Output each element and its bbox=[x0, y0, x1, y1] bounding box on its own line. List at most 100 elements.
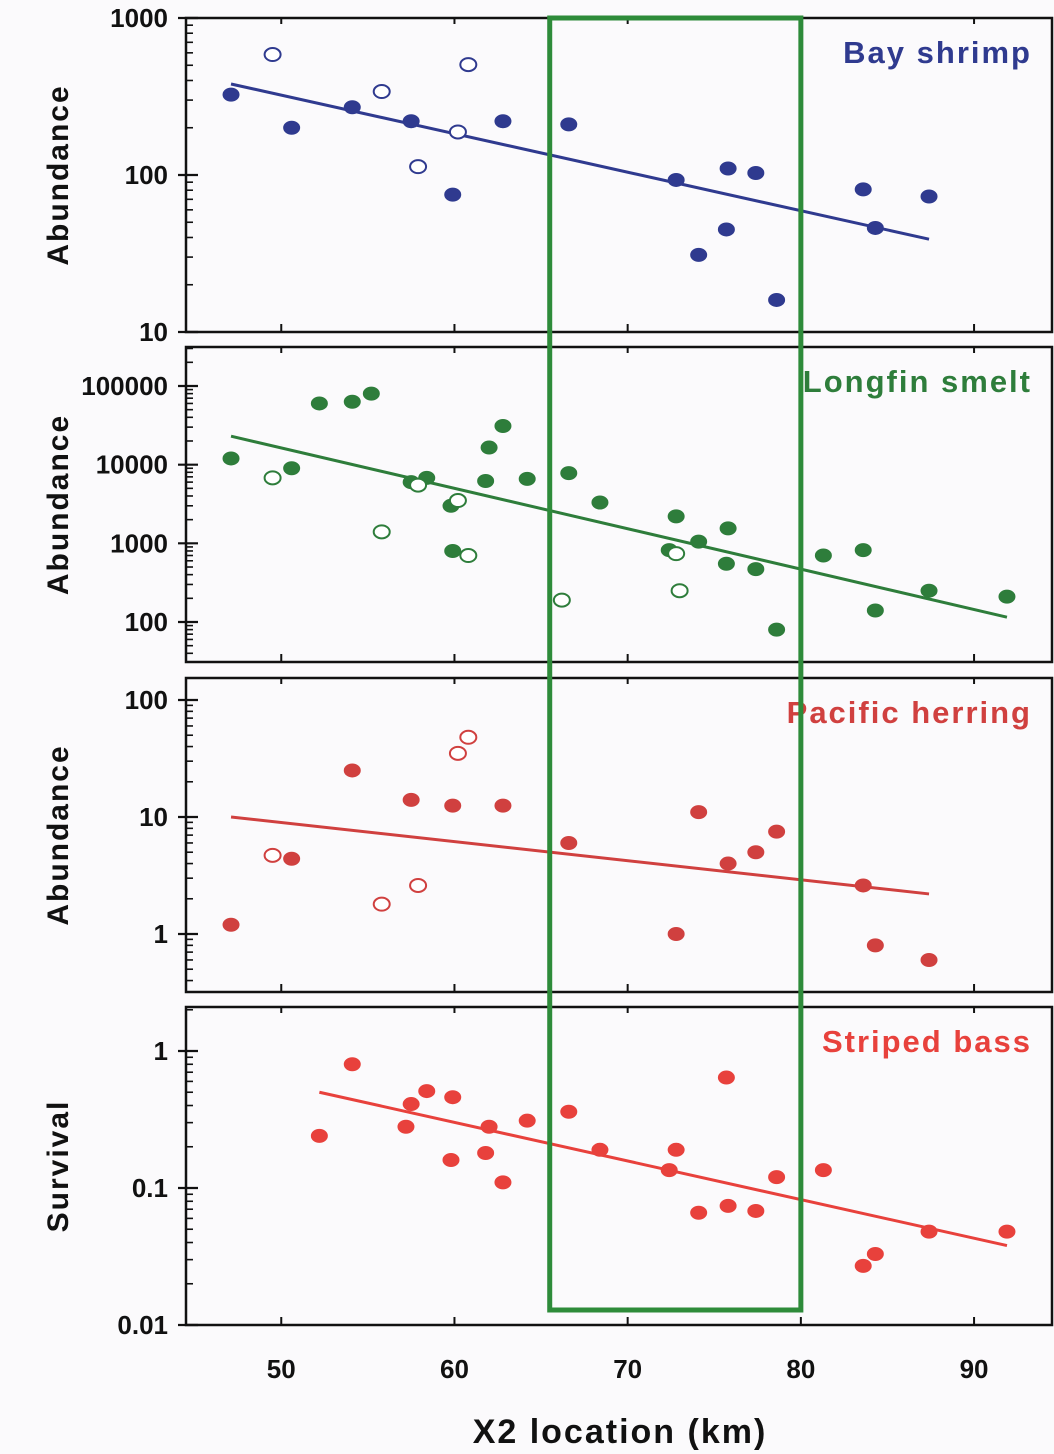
highlight-box bbox=[550, 18, 801, 1310]
data-point bbox=[419, 1085, 435, 1098]
data-point bbox=[311, 1129, 327, 1142]
data-point-open bbox=[265, 48, 281, 61]
y-axis-label: Survival bbox=[42, 1100, 75, 1233]
data-point-open bbox=[410, 479, 426, 492]
data-point bbox=[519, 472, 535, 485]
panel-pacific-herring: 1 10 100 Abundance Pacific herring bbox=[42, 678, 1052, 992]
data-point bbox=[223, 452, 239, 465]
data-point-open bbox=[374, 525, 390, 538]
y-tick-label: 0.01 bbox=[117, 1310, 168, 1340]
data-point bbox=[481, 441, 497, 454]
data-point bbox=[691, 248, 707, 261]
y-tick-label: 1 bbox=[154, 919, 168, 949]
data-point bbox=[718, 1071, 734, 1084]
y-tick-label: 1000 bbox=[110, 3, 168, 33]
data-point bbox=[748, 166, 764, 179]
data-point bbox=[344, 1058, 360, 1071]
data-point bbox=[344, 101, 360, 114]
data-point bbox=[403, 1098, 419, 1111]
data-point bbox=[668, 510, 684, 523]
data-point-open bbox=[450, 125, 466, 138]
data-point bbox=[815, 549, 831, 562]
y-tick-label: 100 bbox=[125, 685, 168, 715]
data-point bbox=[855, 1259, 871, 1272]
x-tick-label: 50 bbox=[267, 1354, 296, 1384]
data-point bbox=[445, 799, 461, 812]
data-point bbox=[445, 188, 461, 201]
data-point bbox=[284, 121, 300, 134]
data-point bbox=[363, 387, 379, 400]
y-tick-label: 10 bbox=[139, 317, 168, 347]
data-point bbox=[495, 799, 511, 812]
y-tick-label: 100000 bbox=[81, 371, 168, 401]
x-tick-label: 60 bbox=[440, 1354, 469, 1384]
data-point bbox=[592, 496, 608, 509]
data-point bbox=[481, 1120, 497, 1133]
data-point bbox=[720, 857, 736, 870]
data-point bbox=[748, 846, 764, 859]
data-point bbox=[445, 544, 461, 557]
data-point-open bbox=[450, 747, 466, 760]
data-point bbox=[867, 939, 883, 952]
data-point-open bbox=[460, 731, 476, 744]
y-axis-label: Abundance bbox=[42, 414, 75, 595]
panel-bay-shrimp: 10 100 1000 Abundance Bay shrimp bbox=[42, 3, 1052, 347]
x-tick-label: 80 bbox=[786, 1354, 815, 1384]
data-point bbox=[748, 563, 764, 576]
y-tick-label: 1 bbox=[154, 1036, 168, 1066]
data-point-open bbox=[672, 584, 688, 597]
data-point bbox=[720, 1199, 736, 1212]
data-point-open bbox=[374, 85, 390, 98]
data-point bbox=[478, 474, 494, 487]
data-point bbox=[443, 1154, 459, 1167]
trend-line bbox=[231, 817, 929, 894]
data-point bbox=[495, 1176, 511, 1189]
data-point bbox=[921, 584, 937, 597]
data-point bbox=[592, 1143, 608, 1156]
data-point bbox=[403, 115, 419, 128]
x-axis-label: X2 location (km) bbox=[473, 1413, 768, 1451]
data-point-open bbox=[265, 471, 281, 484]
data-point bbox=[561, 836, 577, 849]
data-point bbox=[718, 557, 734, 570]
data-point bbox=[284, 852, 300, 865]
y-axis-label: Abundance bbox=[42, 744, 75, 925]
trend-line bbox=[231, 84, 929, 239]
data-point bbox=[691, 806, 707, 819]
panel-title: Striped bass bbox=[822, 1024, 1032, 1059]
data-point bbox=[445, 1091, 461, 1104]
data-point bbox=[769, 293, 785, 306]
data-point bbox=[661, 1164, 677, 1177]
data-point bbox=[668, 1143, 684, 1156]
data-point bbox=[223, 88, 239, 101]
data-point bbox=[519, 1114, 535, 1127]
data-point bbox=[668, 173, 684, 186]
data-point bbox=[921, 1225, 937, 1238]
data-point bbox=[561, 118, 577, 131]
data-point bbox=[284, 462, 300, 475]
data-point bbox=[561, 467, 577, 480]
data-point-open bbox=[374, 898, 390, 911]
y-tick-label: 100 bbox=[125, 160, 168, 190]
data-point bbox=[769, 825, 785, 838]
data-point bbox=[720, 522, 736, 535]
data-point bbox=[855, 183, 871, 196]
data-point bbox=[921, 953, 937, 966]
y-tick-label: 0.1 bbox=[132, 1173, 168, 1203]
y-tick-label: 10000 bbox=[96, 450, 168, 480]
y-tick-label: 100 bbox=[125, 607, 168, 637]
data-point-open bbox=[450, 494, 466, 507]
data-point bbox=[720, 162, 736, 175]
data-point bbox=[999, 1225, 1015, 1238]
data-point bbox=[311, 397, 327, 410]
data-point bbox=[769, 1171, 785, 1184]
panels-group: 10 100 1000 Abundance Bay shrimp 100 1000 10000… bbox=[42, 3, 1052, 1340]
data-point bbox=[561, 1105, 577, 1118]
data-point bbox=[344, 395, 360, 408]
x-tick-label: 90 bbox=[960, 1354, 989, 1384]
data-point bbox=[398, 1120, 414, 1133]
data-point bbox=[867, 604, 883, 617]
data-point bbox=[718, 223, 734, 236]
